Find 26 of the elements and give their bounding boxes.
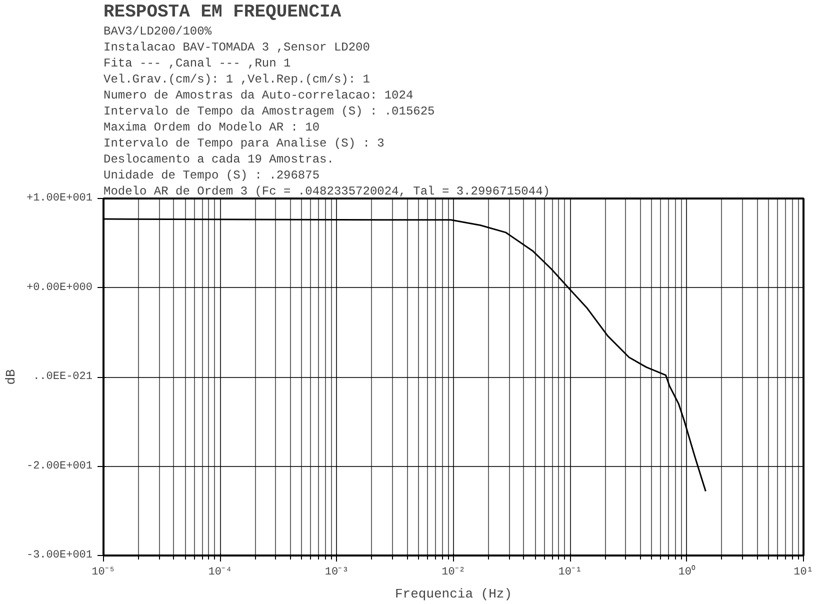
text: Maxima Ordem do Modelo AR : 10: [104, 120, 320, 134]
x-tick-label: 10¹: [794, 566, 814, 578]
y-tick-label: -3.00E+001: [26, 550, 93, 562]
text: Numero de Amostras da Auto-correlacao: 1024: [104, 88, 414, 102]
y-tick-label: ..0EE-021: [33, 371, 93, 383]
text: Vel.Grav.(cm/s): 1 ,Vel.Rep.(cm/s): 1: [104, 72, 370, 86]
text: Deslocamento a cada 19 Amostras.: [104, 152, 334, 166]
x-tick-label: 10⁰: [678, 564, 696, 578]
x-tick-label: 10⁻⁴: [208, 566, 232, 578]
text: Unidade de Tempo (S) : .296875: [104, 168, 320, 182]
y-tick-label: +0.00E+000: [26, 282, 93, 294]
x-tick-label: 10⁻⁵: [92, 566, 116, 578]
y-axis-title: dB: [3, 369, 18, 385]
text: Fita --- ,Canal --- ,Run 1: [104, 56, 291, 70]
x-tick-label: 10⁻¹: [558, 566, 582, 578]
x-axis-title: Frequencia (Hz): [394, 586, 512, 602]
y-tick-label: -2.00E+001: [26, 460, 93, 472]
text: Intervalo de Tempo da Amostragem (S) : .015625: [104, 104, 435, 118]
text: Intervalo de Tempo para Analise (S) : 3: [104, 136, 384, 150]
y-tick-label: +1.00E+001: [26, 192, 93, 204]
annotation: Modelo AR de Ordem 3 (Fc = .0482335720024, Tal = 3.2996715044): [104, 184, 550, 198]
chart-subtitle: BAV3/LD200/100%: [104, 24, 212, 38]
x-tick-label: 10⁻³: [324, 566, 349, 578]
x-tick-label: 10⁻²: [442, 566, 466, 578]
chart-title: RESPOSTA EM FREQUENCIA: [104, 2, 342, 22]
text: Instalacao BAV-TOMADA 3 ,Sensor LD200: [104, 40, 370, 54]
